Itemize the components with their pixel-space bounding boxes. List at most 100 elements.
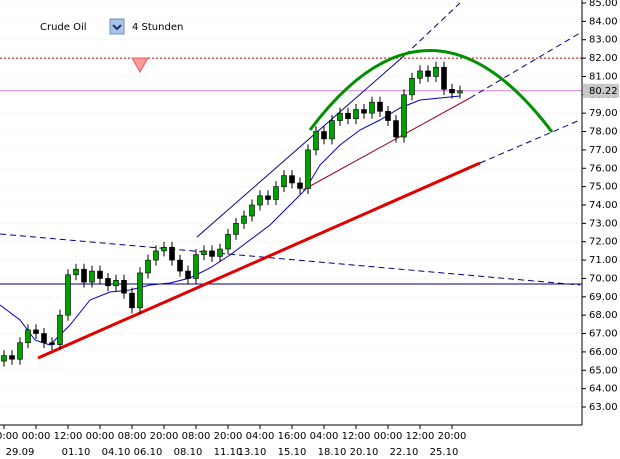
trendline <box>404 2 461 56</box>
y-tick-label: 67.00 <box>589 329 618 340</box>
candle-body <box>121 279 127 294</box>
trendline <box>469 32 581 99</box>
candle-body <box>401 94 407 138</box>
trendlines <box>0 2 581 360</box>
y-tick-label: 68.00 <box>589 310 618 321</box>
candle-body <box>217 248 223 257</box>
candle-body <box>169 246 175 261</box>
y-tick-label: 73.00 <box>589 218 618 229</box>
candle-body <box>385 111 391 121</box>
candle-body <box>25 329 31 344</box>
x-tick-label: 04:00 <box>310 431 339 442</box>
y-tick-label: 78.00 <box>589 127 618 138</box>
trendline <box>302 97 471 191</box>
candle-body <box>257 195 263 206</box>
current-price-box <box>583 83 619 98</box>
candle-body <box>113 279 119 287</box>
x-date-label: 25.10 <box>430 447 459 458</box>
timeframe-dropdown[interactable]: 4 Stunden <box>109 18 183 35</box>
y-tick-label: 71.00 <box>589 255 618 266</box>
candle-body <box>201 250 207 255</box>
candle-body <box>33 329 39 334</box>
y-tick-label: 66.00 <box>589 347 618 358</box>
x-tick-label: 08:00 <box>118 431 147 442</box>
y-tick-label: 85.00 <box>589 0 618 9</box>
candle-body <box>129 292 135 309</box>
candle-body <box>9 355 15 360</box>
candle-body <box>265 195 271 200</box>
y-tick-label: 75.00 <box>589 182 618 193</box>
x-date-label: 13.10 <box>238 447 267 458</box>
x-date-label: 15.10 <box>278 447 307 458</box>
candles <box>1 61 463 367</box>
candle-body <box>337 112 343 121</box>
y-tick-label: 79.00 <box>589 108 618 119</box>
y-tick-label: 82.00 <box>589 53 618 64</box>
y-tick-label: 84.00 <box>589 16 618 27</box>
candle-body <box>97 270 103 279</box>
candle-body <box>177 259 183 272</box>
candle-body <box>305 149 311 189</box>
dropdown-arrow <box>112 24 122 31</box>
candle-body <box>241 215 247 224</box>
x-date-label: 06.10 <box>134 447 163 458</box>
candle-body <box>233 223 239 235</box>
candle-body <box>145 259 151 274</box>
trendline <box>479 119 581 164</box>
x-date-label: 22.10 <box>390 447 419 458</box>
y-tick-label: 74.00 <box>589 200 618 211</box>
candle-body <box>41 333 47 344</box>
candle-body <box>441 66 447 90</box>
x-tick-label: 16:00 <box>278 431 307 442</box>
candle-body <box>353 109 359 119</box>
candle-body <box>345 112 351 119</box>
arrow-marker <box>131 57 149 74</box>
candle-body <box>1 355 7 362</box>
y-tick-label: 63.00 <box>589 402 618 413</box>
x-tick-label: 00:00 <box>0 431 18 442</box>
x-tick-label: 00:00 <box>374 431 403 442</box>
y-tick-label: 64.00 <box>589 384 618 395</box>
candle-body <box>393 120 399 138</box>
candle-body <box>273 186 279 200</box>
x-tick-label: 08:00 <box>182 431 211 442</box>
trendline <box>37 161 481 360</box>
y-tick-label: 70.00 <box>589 273 618 284</box>
y-tick-label: 65.00 <box>589 365 618 376</box>
candle-body <box>321 131 327 140</box>
candle-body <box>225 234 231 250</box>
candle-body <box>457 90 463 94</box>
x-date-label: 29.09 <box>6 447 35 458</box>
timeframe-label[interactable]: 4 Stunden <box>132 22 183 33</box>
dropdown-button[interactable] <box>109 18 125 35</box>
x-tick-label: 12:00 <box>54 431 83 442</box>
candle-body <box>73 268 79 276</box>
candle-body <box>281 175 287 187</box>
x-tick-label: 20:00 <box>150 431 179 442</box>
x-tick-label: 00:00 <box>86 431 115 442</box>
x-date-label: 04.10 <box>102 447 131 458</box>
y-tick-label: 72.00 <box>589 237 618 248</box>
x-tick-label: 12:00 <box>406 431 435 442</box>
candle-body <box>289 175 295 184</box>
x-date-label: 08.10 <box>174 447 203 458</box>
trendline <box>0 233 581 286</box>
candle-body <box>89 270 95 283</box>
x-tick-label: 12:00 <box>342 431 371 442</box>
candle-body <box>81 268 87 283</box>
x-tick-label: 00:00 <box>22 431 51 442</box>
x-tick-label: 04:00 <box>246 431 275 442</box>
candle-body <box>449 89 455 94</box>
candle-body <box>313 131 319 151</box>
x-date-label: 11.10 <box>214 447 243 458</box>
candle-body <box>185 270 191 279</box>
arc <box>308 49 554 133</box>
candle-body <box>105 278 111 287</box>
candle-body <box>329 120 335 140</box>
candle-body <box>153 250 159 261</box>
candle-body <box>249 204 255 217</box>
candle-body <box>209 250 215 257</box>
